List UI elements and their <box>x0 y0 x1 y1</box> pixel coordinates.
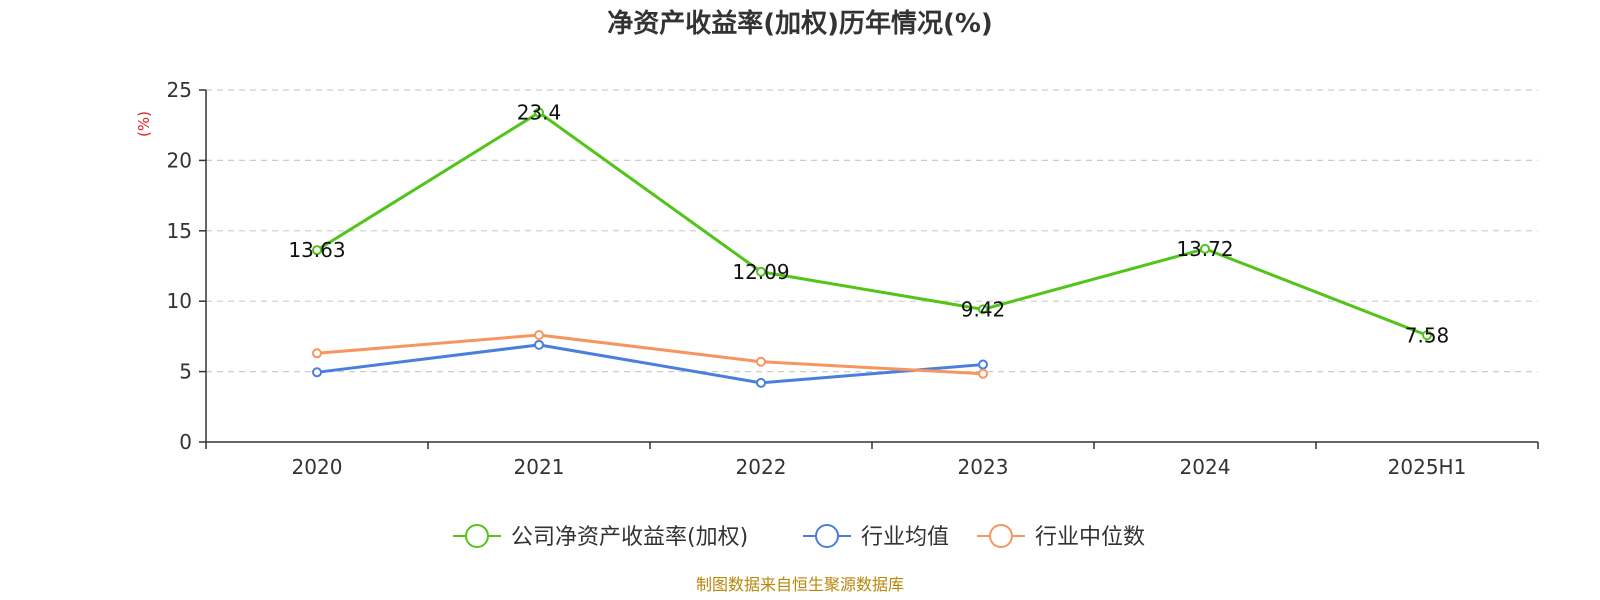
data-label: 13.63 <box>288 238 345 262</box>
y-tick-label: 10 <box>167 289 192 313</box>
legend-circle-icon <box>815 524 839 548</box>
legend[interactable]: 公司净资产收益率(加权) 行业均值 行业中位数 <box>453 524 1145 550</box>
legend-circle-icon <box>989 524 1013 548</box>
x-tick-label: 2021 <box>514 455 565 479</box>
x-tick-label: 2023 <box>958 455 1009 479</box>
data-point <box>312 348 322 359</box>
legend-label: 行业均值 <box>861 525 949 550</box>
y-tick-label: 15 <box>167 219 192 243</box>
data-point <box>978 304 988 315</box>
data-label: 7.58 <box>1405 323 1450 347</box>
x-tick-label: 2024 <box>1180 455 1231 479</box>
data-point <box>312 245 322 256</box>
x-tick-label: 2022 <box>736 455 787 479</box>
grid-lines <box>206 89 1538 373</box>
x-tick-label: 2025H1 <box>1388 455 1467 479</box>
data-label: 9.42 <box>961 297 1006 321</box>
legend-item-2[interactable]: 行业中位数 <box>977 524 1145 550</box>
data-point <box>312 367 322 378</box>
legend-item-0[interactable]: 公司净资产收益率(加权) <box>453 524 748 550</box>
legend-item-1[interactable]: 行业均值 <box>803 524 949 550</box>
data-point <box>756 266 766 277</box>
legend-label: 公司净资产收益率(加权) <box>511 525 748 550</box>
series-0 <box>312 107 1432 341</box>
data-point <box>1422 330 1432 341</box>
series-2 <box>312 329 988 379</box>
x-tick-label: 2020 <box>292 455 343 479</box>
series-lines <box>312 107 1432 388</box>
axes: 0 5 10 15 20 25 2020 2021 2022 2023 2024 2025H1 <box>167 78 1539 479</box>
data-point <box>1200 243 1210 254</box>
series-line <box>316 333 984 376</box>
chart-title: 净资产收益率(加权)历年情况(%) <box>607 8 993 39</box>
y-tick-label: 20 <box>167 148 192 172</box>
y-tick-label: 5 <box>179 360 192 384</box>
data-label: 13.72 <box>1176 237 1233 261</box>
data-source-note: 制图数据来自恒生聚源数据库 <box>696 575 904 594</box>
data-label: 12.09 <box>732 260 789 284</box>
data-point <box>756 356 766 367</box>
data-point <box>978 368 988 379</box>
legend-label: 行业中位数 <box>1035 525 1145 550</box>
y-axis-label: (%) <box>135 111 153 137</box>
data-point <box>534 329 544 340</box>
series-line <box>316 111 1428 337</box>
series-line <box>316 343 984 385</box>
y-tick-label: 0 <box>179 430 192 454</box>
data-labels: 13.63 23.4 12.09 9.42 13.72 7.58 <box>288 101 1449 348</box>
y-tick-label: 25 <box>167 78 192 102</box>
data-point <box>534 339 544 350</box>
data-label: 23.4 <box>517 101 562 125</box>
series-1 <box>312 339 988 388</box>
data-point <box>534 107 544 118</box>
legend-circle-icon <box>465 524 489 548</box>
data-point <box>756 377 766 388</box>
data-point <box>978 359 988 370</box>
